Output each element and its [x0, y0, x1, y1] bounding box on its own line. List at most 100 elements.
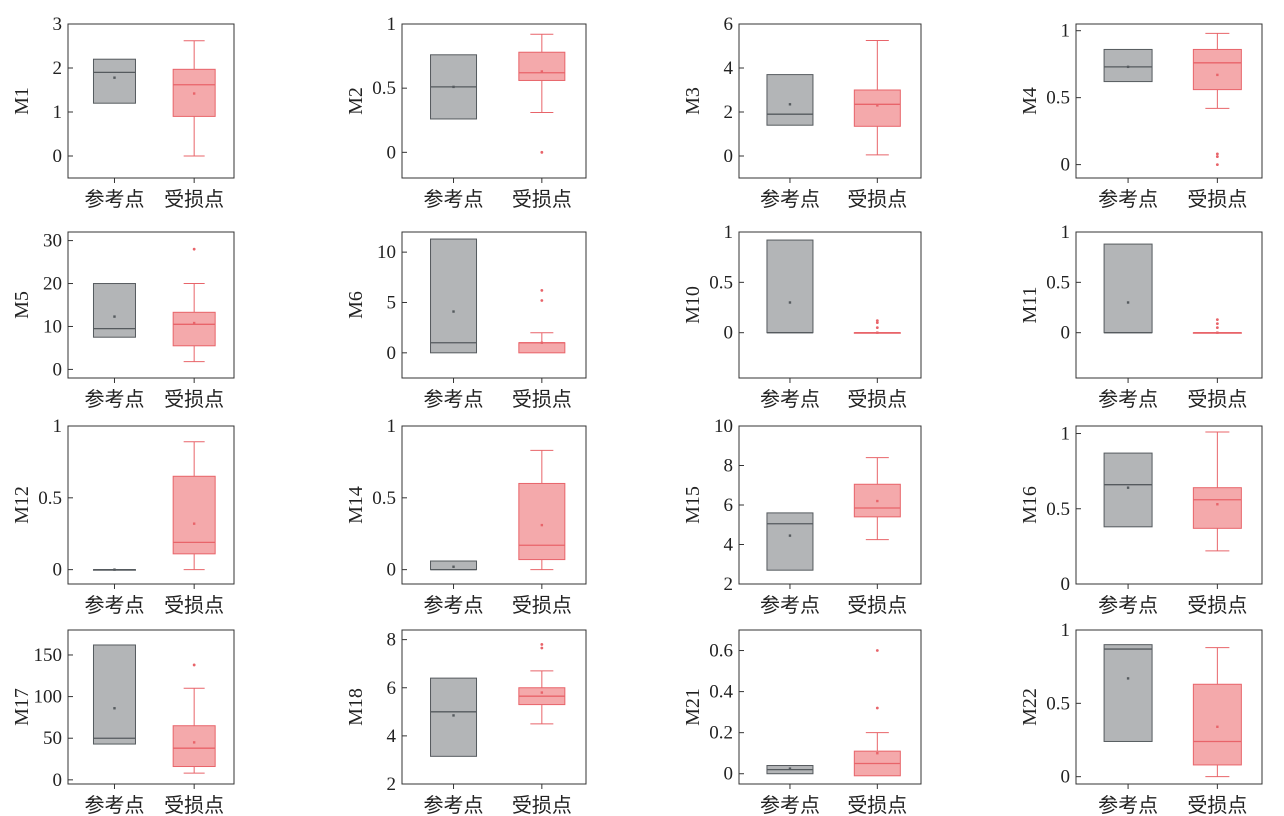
- y-tick-label: 0: [1061, 155, 1071, 176]
- damaged-mean-marker: [1216, 503, 1219, 506]
- y-tick-label: 0.5: [1046, 88, 1070, 109]
- damaged-outlier-point: [540, 289, 544, 292]
- damaged-outlier-point: [192, 663, 196, 667]
- x-tick-label: 参考点: [84, 387, 144, 411]
- damaged-outlier-point: [1215, 322, 1219, 326]
- damaged-mean-marker: [192, 92, 196, 95]
- y-tick-label: 0: [1061, 323, 1071, 344]
- x-tick-label: 参考点: [424, 387, 484, 411]
- damaged-outlier-point: [875, 319, 879, 323]
- plot-frame: [738, 629, 922, 785]
- panel-m16: 0 0.5 1 M16 参考点 受损点: [1019, 424, 1263, 617]
- reference-mean-marker: [113, 707, 116, 710]
- reference-mean-marker: [788, 767, 792, 770]
- x-tick-label: 受损点: [847, 387, 907, 411]
- y-tick-label: 30: [43, 231, 62, 252]
- damaged-outlier-point: [540, 643, 544, 646]
- panel-m12: 0 0.5 1 M12 参考点 受损点: [11, 416, 235, 617]
- damaged-outlier-point: [1215, 326, 1219, 330]
- y-tick-label: 0.2: [709, 723, 733, 744]
- damaged-box: [518, 482, 566, 561]
- damaged-outlier-point: [1215, 152, 1219, 156]
- x-tick-label: 参考点: [424, 593, 484, 617]
- y-tick-label: 4: [724, 58, 734, 79]
- y-axis-label: M15: [682, 486, 704, 524]
- plot-frame: [1075, 231, 1263, 379]
- y-axis-label: M1: [11, 87, 33, 115]
- y-tick-label: 0: [53, 359, 63, 380]
- y-axis-label: M3: [682, 87, 704, 115]
- y-tick-label: 150: [34, 645, 63, 666]
- y-axis-label: M18: [345, 688, 367, 726]
- y-tick-label: 0: [387, 343, 397, 364]
- y-axis-label: M12: [11, 486, 33, 524]
- panel-m1: 0 1 2 3 M1 参考点 受损点: [11, 14, 235, 211]
- damaged-outlier-point: [875, 706, 879, 710]
- y-axis-label: M11: [1019, 286, 1041, 323]
- x-tick-label: 参考点: [760, 387, 820, 411]
- panel-m3: 0 2 4 6 M3 参考点 受损点: [682, 14, 922, 211]
- plot-frame: [1075, 425, 1263, 585]
- y-tick-label: 0: [53, 146, 63, 167]
- damaged-box: [172, 725, 216, 768]
- plot-frame: [738, 23, 922, 179]
- reference-mean-marker: [788, 103, 792, 106]
- y-tick-label: 6: [724, 14, 734, 35]
- x-tick-label: 参考点: [1098, 793, 1158, 816]
- damaged-outlier-point: [875, 321, 879, 325]
- y-tick-label: 1: [53, 102, 63, 123]
- x-tick-label: 受损点: [512, 187, 572, 211]
- plot-frame: [1075, 629, 1263, 785]
- panel-m11: 0 0.5 1 M11 参考点 受损点: [1019, 222, 1263, 411]
- reference-mean-marker: [788, 534, 792, 537]
- x-tick-label: 参考点: [760, 187, 820, 211]
- panel-m17: 0 50 100 150 M17 参考点 受损点: [11, 629, 235, 816]
- y-tick-label: 3: [53, 14, 63, 35]
- y-tick-label: 20: [43, 274, 62, 295]
- reference-mean-marker: [1126, 65, 1130, 69]
- damaged-mean-marker: [540, 341, 544, 344]
- y-tick-label: 0: [387, 142, 397, 163]
- y-tick-label: 0: [53, 770, 63, 791]
- y-tick-label: 10: [377, 242, 396, 263]
- damaged-box: [1192, 683, 1242, 766]
- damaged-box: [853, 89, 901, 127]
- y-tick-label: 2: [53, 58, 63, 79]
- plot-frame: [401, 629, 587, 785]
- y-tick-label: 0: [1061, 574, 1071, 595]
- y-tick-label: 8: [387, 630, 397, 651]
- plot-frame: [67, 629, 235, 785]
- plot-frame: [738, 231, 922, 379]
- x-tick-label: 受损点: [164, 387, 224, 411]
- damaged-mean-marker: [192, 522, 196, 525]
- panel-m6: 0 5 10 M6 参考点 受损点: [345, 231, 587, 411]
- x-tick-label: 参考点: [424, 793, 484, 816]
- reference-box: [1103, 452, 1153, 528]
- x-tick-label: 受损点: [1187, 387, 1247, 411]
- x-tick-label: 受损点: [1187, 187, 1247, 211]
- y-tick-label: 8: [724, 456, 734, 477]
- x-tick-label: 受损点: [164, 793, 224, 816]
- x-tick-label: 参考点: [760, 793, 820, 816]
- panel-m21: 0 0.2 0.4 0.6 M21 参考点 受损点: [682, 629, 922, 816]
- x-tick-label: 参考点: [84, 593, 144, 617]
- y-tick-label: 1: [53, 416, 63, 437]
- y-tick-label: 0.6: [709, 641, 733, 662]
- damaged-mean-marker: [540, 523, 544, 527]
- plot-frame: [401, 425, 587, 585]
- damaged-outlier-point: [540, 646, 544, 650]
- panel-m14: 0 0.5 1 M14 参考点 受损点: [345, 416, 587, 617]
- y-tick-label: 4: [724, 535, 734, 556]
- y-axis-label: M4: [1019, 87, 1041, 115]
- reference-mean-marker: [788, 301, 792, 304]
- y-tick-label: 0.5: [1046, 693, 1070, 714]
- y-tick-label: 6: [387, 678, 397, 699]
- x-tick-label: 受损点: [512, 593, 572, 617]
- y-tick-label: 0: [387, 560, 397, 581]
- y-tick-label: 0.5: [38, 488, 62, 509]
- y-tick-label: 1: [724, 222, 734, 243]
- reference-mean-marker: [452, 714, 455, 717]
- panel-m18: 2 4 6 8 M18 参考点 受损点: [345, 629, 587, 816]
- damaged-mean-marker: [876, 499, 879, 503]
